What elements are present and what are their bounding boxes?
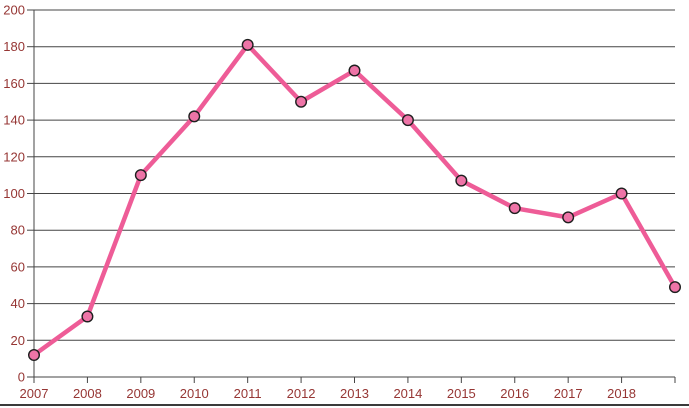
x-axis-tick-label: 2014 <box>393 386 422 401</box>
data-point-2014 <box>401 114 414 127</box>
y-axis-tick-label: 80 <box>11 223 25 238</box>
data-point-2015 <box>455 174 468 187</box>
data-point-2009 <box>134 169 147 182</box>
data-point-2010 <box>188 110 201 123</box>
x-axis-tick-label: 2017 <box>554 386 583 401</box>
x-axis-tick-label: 2015 <box>447 386 476 401</box>
data-point-2018 <box>615 187 628 200</box>
y-axis-tick-label: 140 <box>3 113 25 128</box>
y-axis-tick-label: 120 <box>3 149 25 164</box>
x-axis-tick-label: 2012 <box>287 386 316 401</box>
y-axis-tick-label: 160 <box>3 76 25 91</box>
y-axis-tick-label: 200 <box>3 3 25 18</box>
data-point-2017 <box>562 211 575 224</box>
x-axis-tick-label: 2016 <box>500 386 529 401</box>
x-axis-tick-label: 2009 <box>126 386 155 401</box>
data-point-unlabeled <box>669 281 682 294</box>
y-axis-tick-label: 60 <box>11 259 25 274</box>
x-axis-tick-label: 2013 <box>340 386 369 401</box>
data-point-2011 <box>241 38 254 51</box>
series-line <box>31 42 678 358</box>
data-point-2016 <box>508 202 521 215</box>
y-axis-tick-label: 0 <box>18 370 25 385</box>
y-axis-tick-label: 20 <box>11 333 25 348</box>
x-axis-tick-label: 2011 <box>234 386 262 401</box>
x-axis-tick-label: 2010 <box>180 386 209 401</box>
x-axis-tick-label: 2008 <box>73 386 102 401</box>
x-axis-tick-label: 2018 <box>607 386 636 401</box>
data-point-2008 <box>81 310 94 323</box>
data-point-2013 <box>348 64 361 77</box>
bottom-border <box>0 404 689 406</box>
y-axis-tick-label: 100 <box>3 186 25 201</box>
y-axis-tick-label: 180 <box>3 39 25 54</box>
data-point-2007 <box>28 348 41 361</box>
data-point-2012 <box>295 95 308 108</box>
x-axis-tick-label: 2007 <box>20 386 49 401</box>
y-axis-tick-label: 40 <box>11 296 25 311</box>
